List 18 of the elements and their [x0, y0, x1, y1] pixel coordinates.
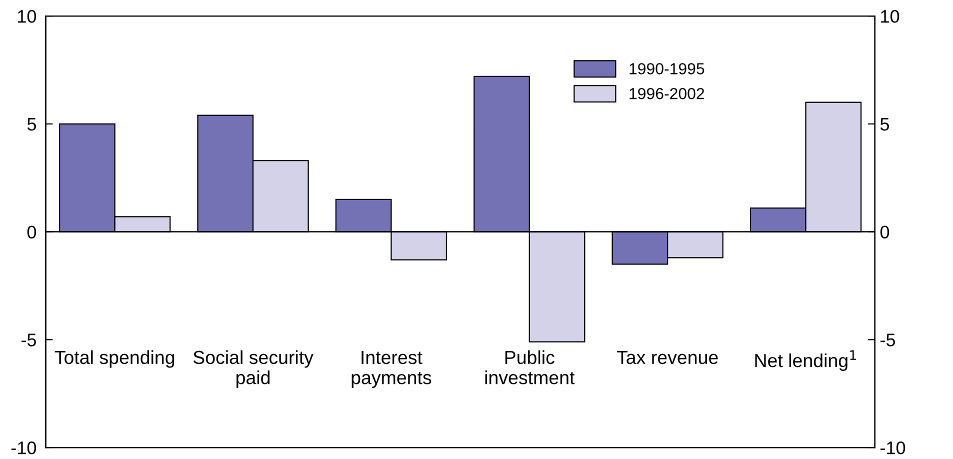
legend-label: 1990-1995 — [630, 63, 704, 74]
y2-tick-label: -5 — [880, 334, 896, 346]
y2-tick-label: -10 — [880, 441, 906, 454]
legend-label: 1996-2002 — [630, 88, 704, 100]
y2-tick-label: 5 — [880, 118, 889, 131]
x-tick-label: Net lending$^{1}$ — [755, 350, 856, 371]
x-tick-label: Tax revenue — [616, 350, 718, 364]
y-tick-label: 0 — [27, 226, 36, 239]
y-tick-label: -5 — [21, 334, 36, 346]
x-tick-label: Interest payments — [352, 350, 432, 388]
y-tick-label: -10 — [11, 441, 36, 454]
x-tick-label: Public investment — [485, 350, 575, 384]
y-tick-label: 5 — [27, 118, 36, 131]
x-tick-label: Total spending — [54, 350, 174, 368]
x-tick-label: Social security paid — [193, 350, 314, 388]
y2-tick-label: 0 — [880, 226, 890, 239]
y-tick-label: 10 — [18, 10, 36, 23]
y2-tick-label: 10 — [881, 10, 900, 23]
